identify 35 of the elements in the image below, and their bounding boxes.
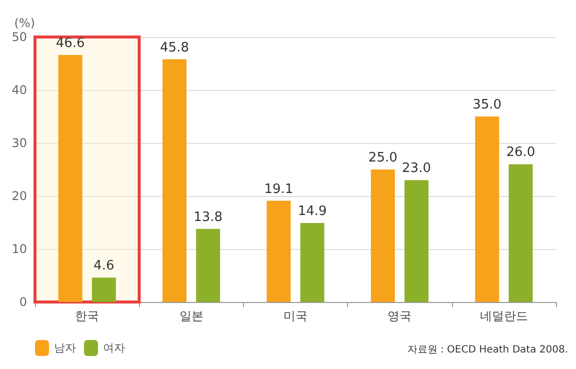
bar	[162, 59, 186, 302]
x-tick-label: 네덜란드	[480, 309, 528, 323]
legend-label: 여자	[103, 342, 125, 354]
x-tick-label: 영국	[388, 309, 412, 323]
data-label: 19.1	[264, 182, 294, 197]
data-label: 35.0	[472, 98, 502, 112]
bar	[475, 116, 500, 302]
data-label: 14.9	[298, 204, 327, 220]
bar	[92, 278, 116, 302]
y-tick-label: 40	[12, 83, 27, 97]
bar	[300, 223, 324, 302]
bar	[58, 55, 82, 302]
legend-label: 남자	[54, 342, 76, 354]
data-label: 4.6	[94, 258, 114, 274]
bar	[266, 200, 291, 302]
data-label: 26.0	[506, 145, 536, 160]
y-tick-label: 30	[12, 136, 27, 150]
x-tick-label: 한국	[75, 309, 100, 323]
y-tick-label: 20	[12, 189, 27, 203]
x-tick-label: 일본	[179, 309, 204, 323]
bar	[196, 228, 220, 302]
bar	[370, 170, 395, 302]
bar	[404, 180, 428, 302]
bar	[508, 164, 533, 302]
y-tick-label: 0	[19, 295, 27, 309]
text: 자료원 : OECD Heath Data 2008.	[407, 344, 568, 356]
data-label: 46.6	[56, 36, 85, 52]
data-label: 45.8	[160, 40, 189, 56]
y-tick-label: 10	[12, 242, 27, 256]
data-label: 23.0	[402, 161, 431, 176]
data-label: 25.0	[368, 150, 398, 166]
y-tick-label: 50	[12, 30, 27, 44]
y-axis-title: (%)	[14, 16, 35, 30]
data-label: 13.8	[194, 210, 223, 225]
x-tick-label: 미국	[284, 309, 308, 323]
